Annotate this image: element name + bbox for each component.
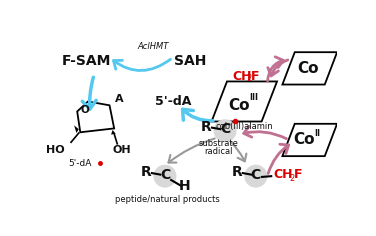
Circle shape <box>245 165 267 187</box>
Text: O: O <box>80 105 89 115</box>
Text: SAH: SAH <box>174 54 206 68</box>
Text: F: F <box>294 168 302 181</box>
Text: C: C <box>220 122 230 136</box>
Polygon shape <box>77 101 114 132</box>
Text: substrate: substrate <box>199 139 239 148</box>
Text: F: F <box>251 70 260 83</box>
Text: OH: OH <box>112 145 131 155</box>
Text: AclHMT: AclHMT <box>138 42 169 51</box>
Polygon shape <box>282 52 337 84</box>
Polygon shape <box>111 130 116 135</box>
Text: C: C <box>251 168 261 182</box>
Circle shape <box>154 165 176 187</box>
Text: 5'-dA: 5'-dA <box>68 159 92 168</box>
Text: peptide/natural products: peptide/natural products <box>115 195 220 204</box>
Text: R: R <box>232 165 243 179</box>
Text: 2: 2 <box>289 174 294 183</box>
Text: H: H <box>179 179 190 193</box>
Polygon shape <box>212 81 277 122</box>
Text: III: III <box>249 93 258 102</box>
Text: C: C <box>160 168 170 182</box>
Text: CH: CH <box>233 70 252 83</box>
Text: R: R <box>141 165 152 179</box>
Text: 5'-dA: 5'-dA <box>155 95 192 108</box>
Circle shape <box>214 120 236 142</box>
Polygon shape <box>282 124 337 156</box>
Text: A: A <box>115 94 124 104</box>
Text: Co: Co <box>293 132 314 148</box>
Text: radical: radical <box>205 147 233 156</box>
Text: II: II <box>314 129 320 138</box>
Text: HO: HO <box>46 145 65 155</box>
Text: cob(III)alamin: cob(III)alamin <box>215 122 273 131</box>
Text: Co: Co <box>228 98 250 113</box>
Text: F-SAM: F-SAM <box>62 54 111 68</box>
Text: 2: 2 <box>247 74 252 83</box>
Text: CH: CH <box>274 168 293 181</box>
Text: Co: Co <box>297 61 319 76</box>
Polygon shape <box>74 125 79 133</box>
Text: R: R <box>201 120 212 134</box>
